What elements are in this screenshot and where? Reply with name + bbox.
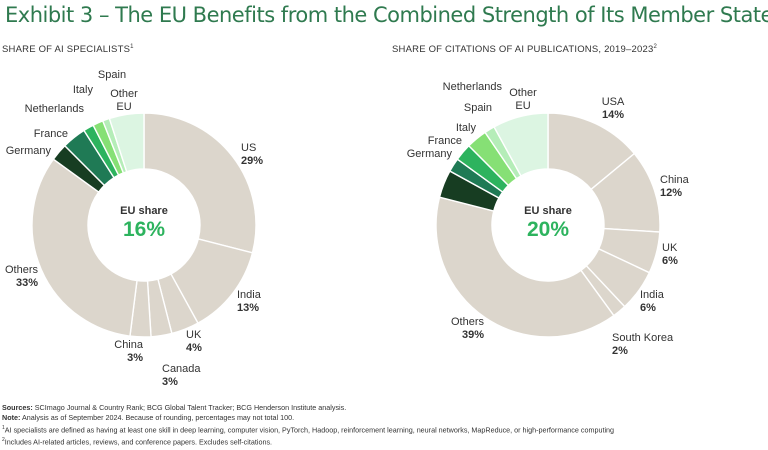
footnote-1-marker: 1 <box>2 425 5 431</box>
ai-citations-donut-chart: USA 14% China 12% UK 6% India 6% South Korea 2% Ot… <box>407 81 690 357</box>
ai-citations-label-china: China 12% <box>660 174 690 199</box>
ai-citations-label-spain: Spain <box>464 102 492 114</box>
left-chart-title: SHARE OF AI SPECIALISTS1 <box>2 44 134 55</box>
ai-citations-label-germany: Germany <box>407 148 453 160</box>
ai-specialists-labels: US 29% India 13% UK 4% Canada 3% China 3% Others 33… <box>5 69 263 388</box>
right-chart-title-footnote: 2 <box>653 44 657 50</box>
exhibit-title: Exhibit 3 – The EU Benefits from the Com… <box>5 3 768 27</box>
sources-line: Sources: SCImago Journal & Country Rank;… <box>2 403 762 413</box>
ai-specialists-slice-other-eu <box>108 112 145 173</box>
sources-label: Sources: <box>2 403 33 412</box>
ai-citations-label-others: Others 39% <box>451 316 485 341</box>
ai-specialists-label-others: Others 33% <box>5 264 39 289</box>
ai-specialists-slice-us <box>143 112 257 254</box>
footnote-2-marker: 2 <box>2 437 5 444</box>
right-chart-title-text: SHARE OF CITATIONS OF AI PUBLICATIONS, 2… <box>392 44 654 56</box>
ai-specialists-label-china: China 3% <box>114 339 144 364</box>
ai-specialists-label-other-eu: Other EU <box>110 88 138 113</box>
ai-citations-slice-others <box>435 196 615 338</box>
ai-specialists-label-spain: Spain <box>98 69 126 81</box>
ai-specialists-label-netherlands: Netherlands <box>25 103 85 115</box>
note-text: Analysis as of September 2024. Because o… <box>21 413 295 422</box>
ai-specialists-slices <box>31 112 257 338</box>
ai-citations-label-south-korea: South Korea 2% <box>612 332 674 357</box>
ai-specialists-center-value: 16% <box>123 218 165 241</box>
ai-specialists-label-uk: UK 4% <box>186 329 202 354</box>
ai-citations-label-india: India 6% <box>640 289 665 314</box>
ai-citations-label-italy: Italy <box>456 122 477 134</box>
ai-specialists-label-france: France <box>34 128 68 140</box>
left-chart-title-footnote: 1 <box>130 44 134 50</box>
ai-citations-label-usa: USA 14% <box>602 96 625 121</box>
ai-specialists-label-us: US 29% <box>241 142 263 167</box>
ai-specialists-label-canada: Canada 3% <box>162 363 201 388</box>
footnote-1-text: AI specialists are defined as having at … <box>4 425 615 435</box>
ai-specialists-slice-others <box>31 158 138 337</box>
right-chart-title: SHARE OF CITATIONS OF AI PUBLICATIONS, 2… <box>392 44 657 55</box>
ai-citations-label-netherlands: Netherlands <box>443 81 503 93</box>
footnote-2: 2Includes AI-related articles, reviews, … <box>2 435 762 447</box>
ai-specialists-label-india: India 13% <box>237 289 262 314</box>
ai-specialists-donut-chart: US 29% India 13% UK 4% Canada 3% China 3% Others 33… <box>5 69 263 388</box>
ai-citations-slice-other-eu <box>493 112 549 177</box>
note-label: Note: <box>2 413 21 422</box>
ai-citations-slices <box>435 112 661 338</box>
footnote-2-text: Includes AI-related articles, reviews, a… <box>4 437 273 447</box>
ai-specialists-label-italy: Italy <box>73 84 94 96</box>
ai-specialists-center-label: EU share <box>120 205 168 217</box>
footnote-1: 1AI specialists are defined as having at… <box>2 423 762 435</box>
ai-specialists-label-germany: Germany <box>6 145 52 157</box>
ai-citations-center-label: EU share <box>524 205 572 217</box>
note-line: Note: Analysis as of September 2024. Bec… <box>2 413 762 423</box>
ai-citations-label-other-eu: Other EU <box>509 87 537 112</box>
ai-citations-labels: USA 14% China 12% UK 6% India 6% South Korea 2% Ot… <box>407 81 690 357</box>
footer-notes: Sources: SCImago Journal & Country Rank;… <box>2 403 762 448</box>
sources-text: SCImago Journal & Country Rank; BCG Glob… <box>34 403 347 412</box>
left-chart-title-text: SHARE OF AI SPECIALISTS <box>2 44 131 56</box>
ai-citations-label-france: France <box>428 135 462 147</box>
ai-citations-center-value: 20% <box>527 218 569 241</box>
ai-citations-label-uk: UK 6% <box>662 242 678 267</box>
